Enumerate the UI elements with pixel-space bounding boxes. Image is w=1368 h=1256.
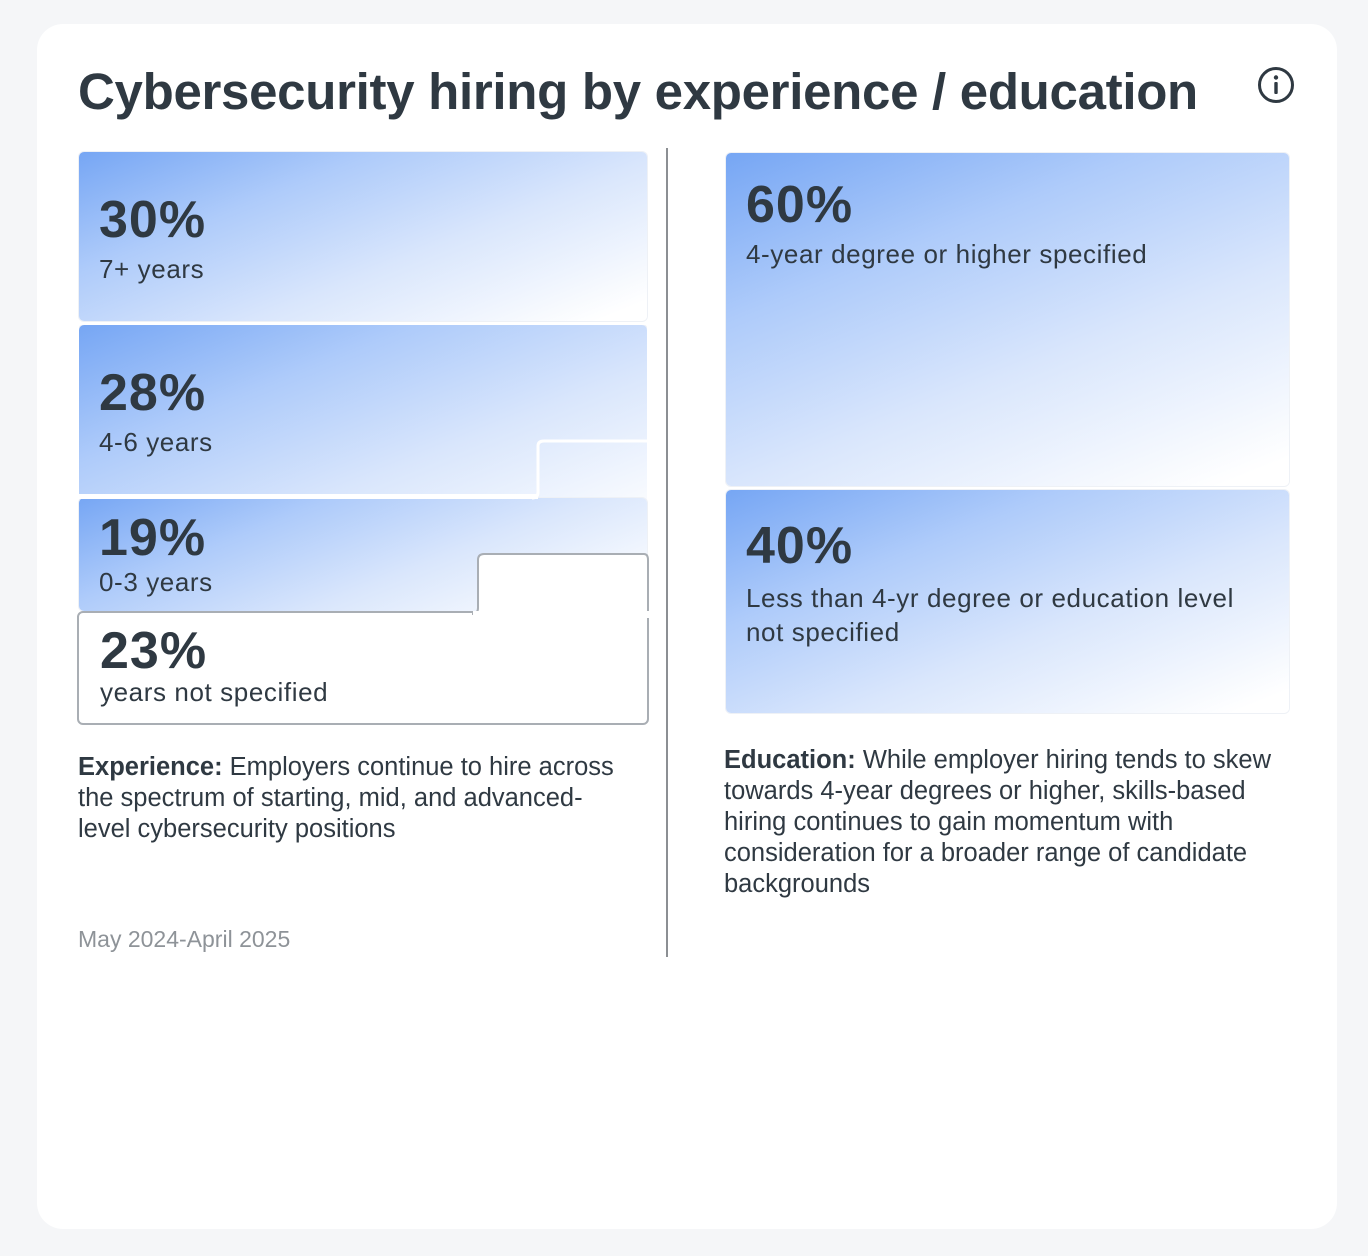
experience-tile-not-specified: 23% years not specified [77,611,649,725]
experience-caption-text: Employers continue to hire across the sp… [78,753,614,843]
education-label: Less than 4-yr degree or education level… [746,583,1234,647]
experience-value: 28% [99,364,207,422]
experience-label: 4-6 years [99,427,213,457]
experience-caption-label: Experience: [78,753,223,781]
experience-caption: Experience: Employers continue to hire a… [78,752,618,845]
experience-label: years not specified [100,677,329,707]
experience-value: 19% [99,509,207,567]
step-outline [471,553,649,618]
education-tile-degree: 60% 4-year degree or higher specified [726,153,1289,486]
step-notch [79,494,538,499]
education-value: 40% [746,517,854,575]
education-caption-label: Education: [724,746,856,774]
education-label: 4-year degree or higher specified [746,239,1148,269]
education-caption-text: While employer hiring tends to skew towa… [724,746,1272,898]
education-caption: Education: While employer hiring tends t… [724,745,1299,900]
education-tile-no-degree: 40% Less than 4-yr degree or education l… [726,490,1289,713]
column-divider [666,148,668,957]
step-corner [531,439,647,500]
date-range: May 2024-April 2025 [78,926,291,952]
experience-label: 0-3 years [99,567,213,597]
info-icon[interactable] [1257,66,1295,104]
experience-value: 23% [100,622,208,680]
experience-tile-7plus: 30% 7+ years [79,152,647,321]
experience-value: 30% [99,191,207,249]
experience-label: 7+ years [99,254,205,284]
chart-title: Cybersecurity hiring by experience / edu… [78,63,1198,120]
education-value: 60% [746,176,854,234]
